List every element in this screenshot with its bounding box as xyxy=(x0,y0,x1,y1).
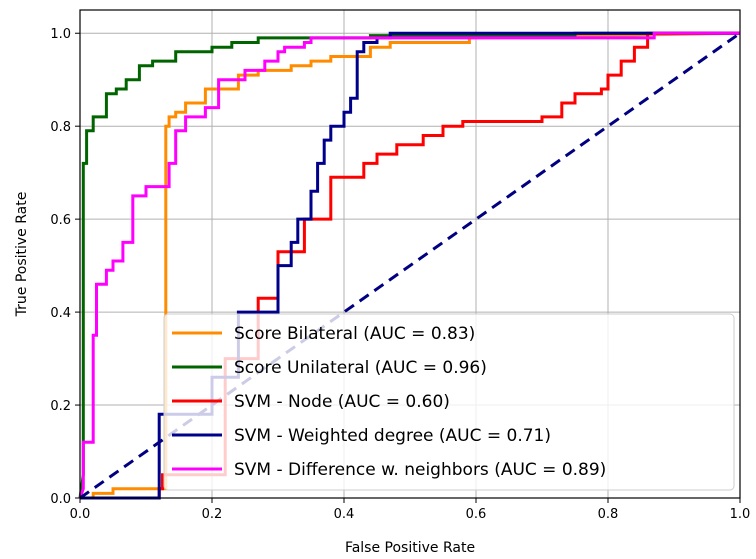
roc-curve-1 xyxy=(78,31,740,499)
x-tick-label: 1.0 xyxy=(730,507,751,522)
y-tick-label: 0.8 xyxy=(50,120,71,135)
y-tick-label: 1.0 xyxy=(50,27,71,42)
x-tick-label: 0.2 xyxy=(202,507,223,522)
legend-label-4: SVM - Difference w. neighbors (AUC = 0.8… xyxy=(234,460,606,480)
y-tick-label: 0.4 xyxy=(50,306,71,321)
legend-label-2: SVM - Node (AUC = 0.60) xyxy=(234,392,450,412)
legend-label-1: Score Unilateral (AUC = 0.96) xyxy=(234,358,487,378)
plot-frame xyxy=(79,9,741,499)
legend-box xyxy=(163,313,735,491)
legend: Score Bilateral (AUC = 0.83) Score Unilat… xyxy=(163,313,735,491)
x-tick-label: 0.0 xyxy=(70,507,91,522)
roc-curve-4 xyxy=(78,31,740,499)
axis-ticks: 0.0 0.2 0.4 0.6 0.8 1.0 0.0 0.2 0.4 0.6 0.8 1.0 xyxy=(50,27,750,522)
y-tick-label: 0.0 xyxy=(50,492,71,507)
legend-label-3: SVM - Weighted degree (AUC = 0.71) xyxy=(234,426,551,446)
legend-label-0: Score Bilateral (AUC = 0.83) xyxy=(234,324,475,344)
x-tick-label: 0.6 xyxy=(466,507,487,522)
x-tick-label: 0.4 xyxy=(334,507,355,522)
x-axis-label: False Positive Rate xyxy=(345,540,475,556)
y-tick-label: 0.6 xyxy=(50,213,71,228)
x-tick-label: 0.8 xyxy=(598,507,619,522)
y-axis-label: True Positive Rate xyxy=(14,192,30,318)
y-tick-label: 0.2 xyxy=(50,399,71,414)
